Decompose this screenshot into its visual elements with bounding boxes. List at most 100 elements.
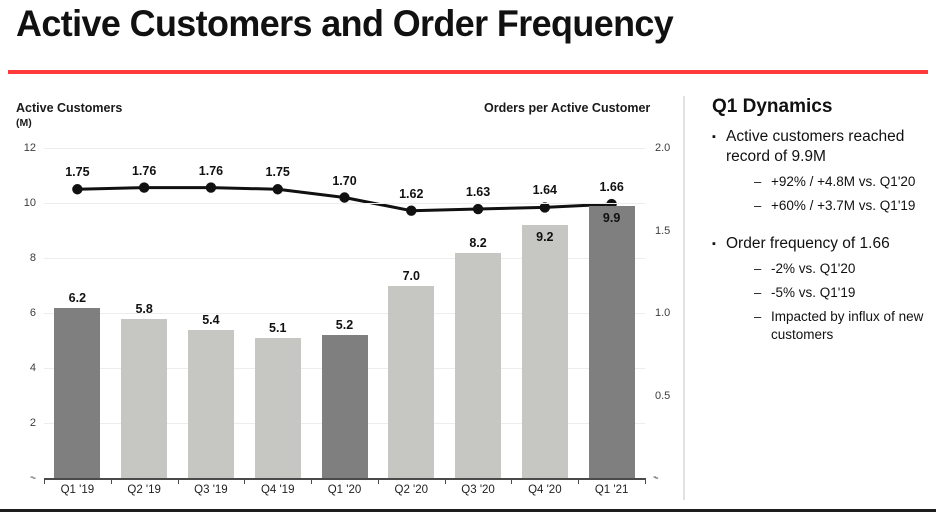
sub-bullet-text: +60% / +3.7M vs. Q1'19 [771,198,916,213]
bullet-text: Active customers reached record of 9.9M [726,128,905,165]
bar-value-label: 9.9 [602,210,621,225]
right-axis-title: Orders per Active Customer [484,101,651,115]
gridline [44,313,645,314]
x-axis-tick [444,478,446,484]
dash-bullet-icon: – [754,261,762,276]
bar-active-customers [455,252,502,478]
axis-zero-dash-right: - [653,471,657,483]
gridline [44,203,645,204]
right-axis-tick-label: 1.5 [655,224,671,237]
sub-bullet-text: Impacted by influx of new customers [771,309,924,342]
sub-bullet-text: -5% vs. Q1'19 [771,285,856,300]
bullet-text: Order frequency of 1.66 [726,235,890,252]
panel-divider [683,96,685,500]
bar-value-label: 5.1 [269,320,287,335]
x-axis-tick [244,478,246,484]
axis-zero-dash-left: - [30,471,34,483]
line-value-label: 1.75 [65,165,90,180]
left-axis-tick-label: - [32,472,36,484]
bar-value-label: 9.2 [536,230,554,244]
side-panel-heading: Q1 Dynamics [712,96,833,117]
x-axis-label: Q2 '19 [127,484,161,496]
x-axis-label: Q1 '19 [60,484,95,496]
line-marker [272,184,283,195]
left-axis-tick-label: 10 [23,197,36,209]
side-panel: Q1 Dynamics ▪ Active customers reached re… [712,96,928,344]
bar-active-customers [254,337,301,478]
line-marker [339,192,350,203]
x-axis-tick [177,478,179,484]
left-axis-tick-label: 2 [29,417,36,429]
x-axis-label: Q1 '20 [327,484,362,496]
line-value-label: 1.76 [131,163,157,178]
sub-bullet-item: – +60% / +3.7M vs. Q1'19 [712,197,928,215]
gridline [44,258,645,259]
sub-bullet-item: – -2% vs. Q1'20 [712,260,928,278]
sub-bullet-text: -2% vs. Q1'20 [771,261,856,276]
line-marker [205,182,217,193]
line-marker [138,182,150,193]
bar-value-label: 5.4 [202,312,220,327]
right-axis-tick-label: 0.5 [655,389,671,402]
bar-active-customers [588,205,635,478]
line-value-label: 1.62 [399,186,424,201]
x-axis-label: Q4 '20 [528,484,562,496]
line-value-label: 1.70 [332,173,357,188]
x-axis-tick [110,478,112,484]
right-axis-tick-label: 1.0 [655,307,671,319]
sub-bullet-item: – Impacted by influx of new customers [712,308,928,344]
line-marker [472,203,484,215]
bar-value-label: 6.2 [68,290,87,305]
left-axis-title: Active Customers [16,101,123,115]
dash-bullet-icon: – [754,174,762,189]
x-axis-tick [578,478,580,484]
square-bullet-icon: ▪ [712,238,716,250]
line-value-label: 1.64 [532,183,557,198]
bar-active-customers [121,318,168,478]
left-axis-tick-label: 12 [23,142,36,154]
sub-bullet-text: +92% / +4.8M vs. Q1'20 [771,174,916,189]
title-accent-rule [8,70,928,74]
line-value-label: 1.66 [599,180,624,195]
sub-bullet-item: – +92% / +4.8M vs. Q1'20 [712,173,928,191]
square-bullet-icon: ▪ [712,131,716,143]
x-axis-tick [511,478,513,484]
dash-bullet-icon: – [754,309,762,324]
left-axis-unit: (M) [16,117,32,129]
bar-active-customers [321,335,368,478]
dash-bullet-icon: – [754,285,762,300]
right-axis-tick-label: 2.0 [655,142,671,154]
line-marker [539,202,551,213]
line-value-label: 1.75 [265,165,290,180]
bar-active-customers [388,285,435,478]
bar-value-label: 8.2 [469,235,487,250]
bar-active-customers [54,307,101,478]
left-axis-tick-label: 8 [29,252,36,264]
right-axis-tick-label: - [655,472,659,484]
order-frequency-line-series [72,182,617,216]
line-marker [406,205,417,216]
dash-bullet-icon: – [754,198,762,213]
title-bar: Active Customers and Order Frequency [0,0,936,70]
x-axis-label: Q4 '19 [260,484,295,496]
line-value-label: 1.63 [465,185,491,200]
x-axis-baseline [44,478,645,480]
bar-value-label: 5.8 [135,301,153,316]
bullet-group-gap [712,215,928,225]
plot-area [44,148,645,478]
x-axis-tick [44,478,45,484]
chart-container: Active Customers (M) Orders per Active C… [0,90,683,512]
line-marker [72,184,83,195]
x-axis-label: Q2 '20 [394,484,429,496]
bar-active-customers [187,329,234,478]
x-axis-tick [645,478,646,484]
bottom-rule [0,509,936,512]
left-axis-tick-label: 4 [29,362,36,374]
line-value-label: 1.76 [198,163,224,178]
page-title: Active Customers and Order Frequency [16,3,674,44]
gridline [44,148,645,149]
bar-active-customers [521,225,568,478]
bullet-item: ▪ Order frequency of 1.66 [712,234,928,254]
sub-bullet-item: – -5% vs. Q1'19 [712,284,928,302]
x-axis-tick [311,478,313,484]
